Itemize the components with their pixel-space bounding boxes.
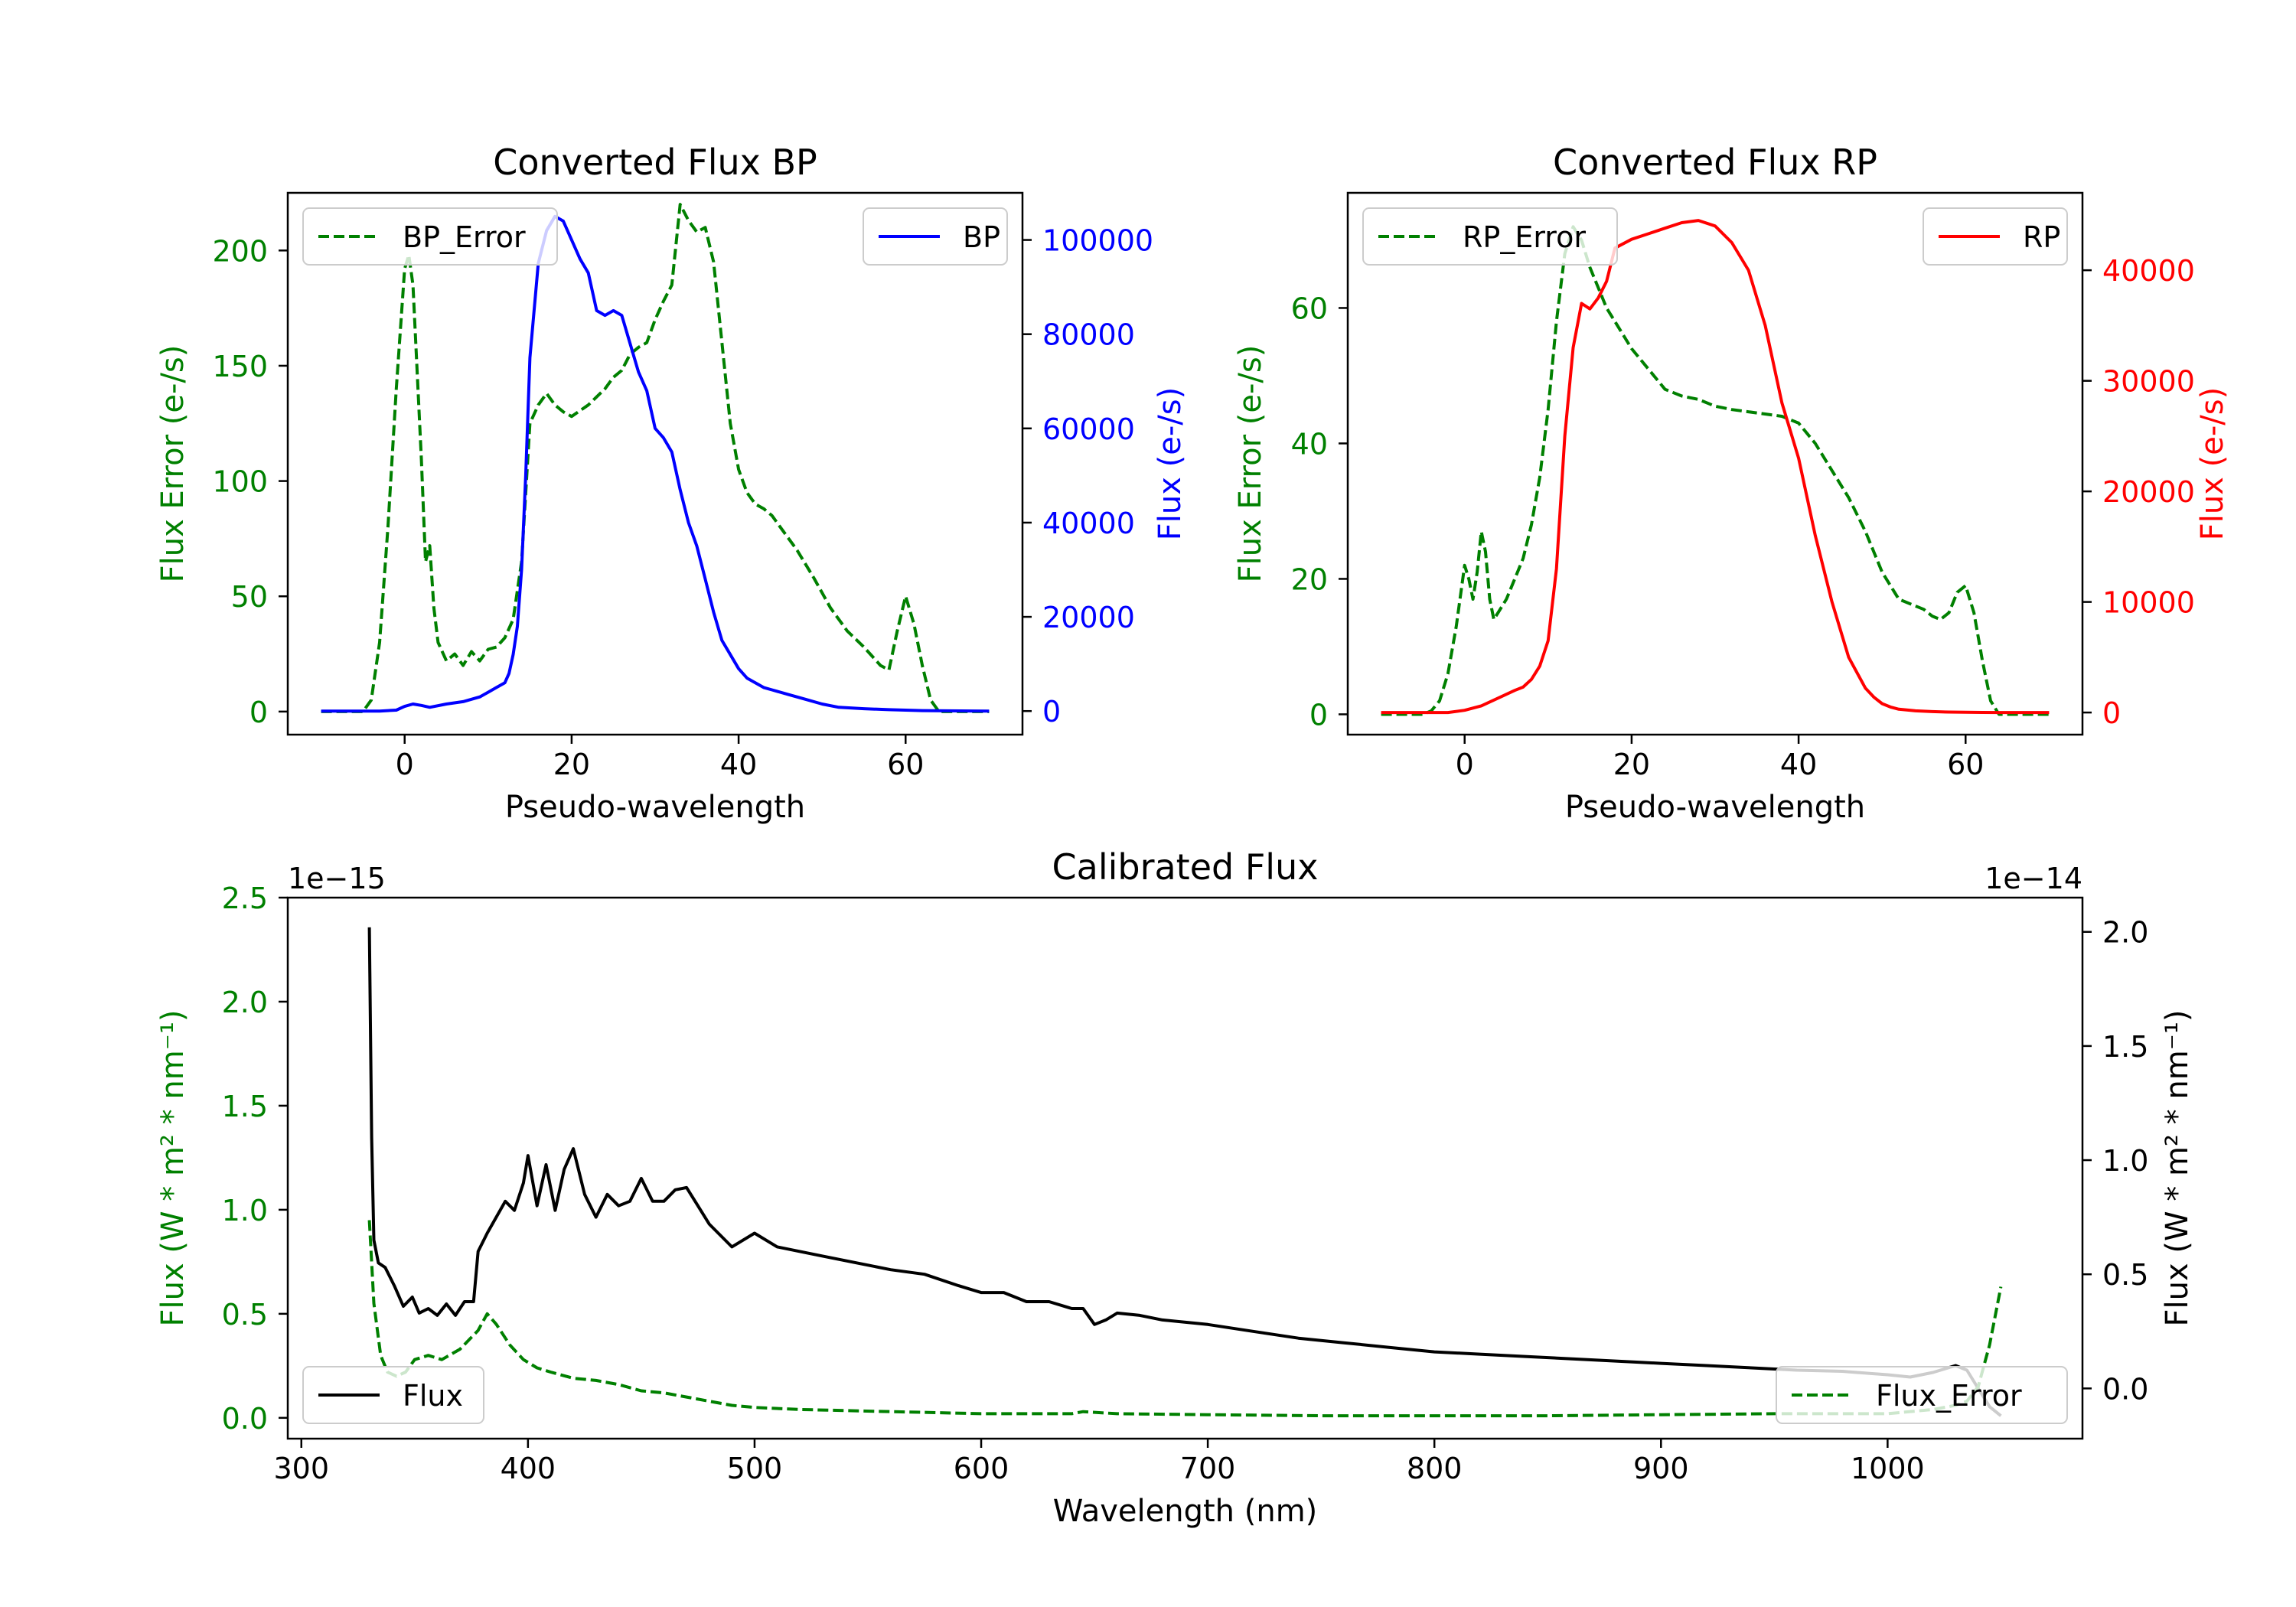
chart-3-x-tick-label: 800 <box>1407 1452 1463 1485</box>
chart-1-right-tick-label: 100000 <box>1042 224 1153 258</box>
chart-2-legend-label: RP <box>2023 220 2060 254</box>
chart-2-x-tick-label: 60 <box>1947 748 1984 781</box>
chart-3-left-scale-label: 1e−15 <box>288 862 386 895</box>
chart-3-x-tick-label: 400 <box>501 1452 556 1485</box>
chart-2-right-tick-label: 10000 <box>2102 586 2195 620</box>
chart-3-right-tick-label: 2.0 <box>2102 916 2148 950</box>
chart-2-left-axis-label: Flux Error (e-/s) <box>1233 345 1268 583</box>
chart-3-left-tick-label: 0.0 <box>222 1402 268 1436</box>
chart-2-legend-box <box>1362 207 1618 266</box>
chart-3-legend-label: Flux_Error <box>1876 1379 2022 1413</box>
chart-1-series-bp-error <box>321 203 990 713</box>
chart-1-x-tick-label: 40 <box>720 748 757 781</box>
chart-3-left-axis-label: Flux (W * m² * nm⁻¹) <box>155 1010 191 1327</box>
chart-1-x-tick-label: 60 <box>887 748 924 781</box>
chart-2-x-tick-label: 0 <box>1456 748 1474 781</box>
chart-1-left-tick-label: 200 <box>212 234 268 268</box>
chart-1-left-tick-label: 100 <box>212 465 268 499</box>
chart-1-right-tick-label: 80000 <box>1042 318 1135 352</box>
chart-3-left-tick-label: 1.5 <box>222 1090 268 1123</box>
chart-2-x-tick-label: 20 <box>1613 748 1650 781</box>
chart-2-legend-rp: RP <box>1923 207 2068 266</box>
chart-1-right-tick-label: 0 <box>1042 695 1061 729</box>
chart-1-series-bp <box>321 214 990 713</box>
chart-2-left-tick-label: 20 <box>1291 562 1328 596</box>
chart-3-left-tick-label: 0.5 <box>222 1298 268 1332</box>
chart-2-legend-rp-error: RP_Error <box>1362 207 1618 266</box>
chart-2-right-tick-label: 20000 <box>2102 475 2195 509</box>
chart-3-left-tick-label: 2.5 <box>222 882 268 915</box>
chart-1-right-tick-label: 40000 <box>1042 507 1135 540</box>
chart-3-x-tick-label: 300 <box>273 1452 329 1485</box>
chart-1-left-tick-label: 150 <box>212 350 268 383</box>
chart-2-title: Converted Flux RP <box>1553 142 1877 183</box>
chart-1-legend-label: BP <box>963 220 1000 254</box>
chart-1-left-axis-label: Flux Error (e-/s) <box>155 345 191 583</box>
chart-1-x-axis-label: Pseudo-wavelength <box>505 790 805 825</box>
chart-3-right-scale-label: 1e−14 <box>1985 862 2082 895</box>
chart-2-series-rp <box>1381 219 2050 715</box>
chart-3-right-tick-label: 1.5 <box>2102 1030 2148 1064</box>
chart-3-x-tick-label: 1000 <box>1851 1452 1925 1485</box>
chart-3-legend-box <box>302 1366 484 1424</box>
chart-3-left-tick-label: 1.0 <box>222 1194 268 1227</box>
chart-3: Calibrated Flux 300 400 500 600 700 800 900 1000… <box>155 846 2195 1529</box>
chart-2-x-axis-label: Pseudo-wavelength <box>1565 790 1865 825</box>
chart-2-series-rp-error <box>1381 225 2050 716</box>
chart-1-axes-frame <box>286 191 1024 736</box>
chart-1-legend-box <box>302 207 558 266</box>
chart-3-axes-frame <box>286 896 2084 1440</box>
chart-1-legend-bp-error: BP_Error <box>302 207 558 266</box>
chart-1: Converted Flux BP 0 20 40 60 Pseudo-wavelengt… <box>155 142 1188 825</box>
chart-1-title: Converted Flux BP <box>493 142 817 183</box>
chart-3-right-axis-label: Flux (W * m² * nm⁻¹) <box>2160 1010 2195 1327</box>
chart-2-right-tick-label: 0 <box>2102 696 2121 730</box>
chart-3-x-axis-label: Wavelength (nm) <box>1053 1494 1318 1529</box>
chart-1-right-tick-label: 20000 <box>1042 601 1135 634</box>
chart-3-x-tick-label: 700 <box>1180 1452 1236 1485</box>
chart-3-title: Calibrated Flux <box>1052 846 1319 888</box>
chart-3-right-tick-label: 1.0 <box>2102 1144 2148 1178</box>
chart-3-legend-box <box>1776 1366 2068 1424</box>
chart-1-legend-bp: BP <box>863 207 1008 266</box>
chart-3-legend-flux: Flux <box>302 1366 484 1424</box>
chart-2-right-axis-label: Flux (e-/s) <box>2195 387 2230 540</box>
chart-3-right-tick-label: 0.5 <box>2102 1258 2148 1292</box>
chart-3-x-tick-label: 600 <box>954 1452 1009 1485</box>
chart-1-x-tick-label: 0 <box>396 748 414 781</box>
chart-3-series-flux <box>367 927 2002 1417</box>
chart-1-x-tick-label: 20 <box>553 748 590 781</box>
chart-2-right-tick-label: 40000 <box>2102 254 2195 288</box>
chart-1-right-tick-label: 60000 <box>1042 412 1135 446</box>
chart-3-x-tick-label: 900 <box>1633 1452 1689 1485</box>
chart-3-legend-label: Flux <box>403 1379 463 1413</box>
chart-3-series-flux-error <box>367 1220 2003 1418</box>
chart-3-legend-flux-error: Flux_Error <box>1776 1366 2068 1424</box>
chart-2-legend-label: RP_Error <box>1463 220 1586 254</box>
chart-2-left-tick-label: 60 <box>1291 292 1328 325</box>
chart-2-right-tick-label: 30000 <box>2102 365 2195 399</box>
chart-2-axes-frame <box>1346 191 2084 736</box>
chart-3-right-tick-label: 0.0 <box>2102 1372 2148 1406</box>
chart-2: Converted Flux RP 0 20 40 60 Pseudo-wavelengt… <box>1233 142 2230 825</box>
chart-1-left-tick-label: 50 <box>231 580 268 614</box>
chart-2-x-tick-label: 40 <box>1780 748 1817 781</box>
chart-1-right-axis-label: Flux (e-/s) <box>1153 387 1188 540</box>
chart-2-left-tick-label: 40 <box>1291 427 1328 461</box>
chart-3-left-tick-label: 2.0 <box>222 986 268 1019</box>
chart-1-left-tick-label: 0 <box>249 696 268 729</box>
chart-2-left-tick-label: 0 <box>1309 698 1328 732</box>
chart-3-x-tick-label: 500 <box>727 1452 783 1485</box>
chart-1-legend-label: BP_Error <box>403 220 526 254</box>
